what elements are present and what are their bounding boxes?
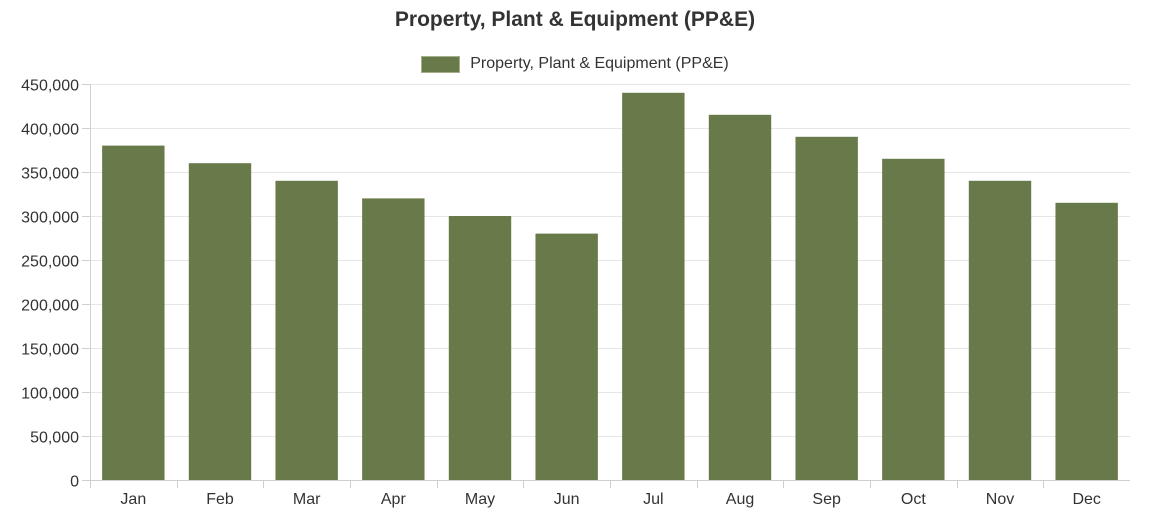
x-tick-label: Aug (726, 491, 754, 508)
x-tick-label: Jul (643, 491, 663, 508)
legend-label: Property, Plant & Equipment (PP&E) (470, 55, 729, 72)
y-tick-label: 400,000 (21, 122, 79, 139)
x-tick-label: Sep (812, 491, 841, 508)
bars (102, 92, 1118, 481)
grid-lines (90, 84, 1130, 437)
bar-sep[interactable] (795, 136, 858, 481)
legend-swatch (421, 55, 461, 73)
x-tick-label: Dec (1072, 491, 1100, 508)
x-tick-label: Jun (554, 491, 580, 508)
bar-nov[interactable] (968, 180, 1032, 481)
y-tick-label: 150,000 (21, 342, 79, 359)
bar-jul[interactable] (622, 92, 685, 481)
legend-item[interactable]: Property, Plant & Equipment (PP&E) (421, 55, 729, 73)
bar-jun[interactable] (535, 233, 598, 480)
x-tick-label: Mar (293, 491, 321, 508)
y-tick-label: 450,000 (21, 78, 79, 95)
bar-apr[interactable] (362, 198, 425, 480)
x-tick-label: Nov (986, 491, 1014, 508)
y-tick-label: 200,000 (21, 298, 79, 315)
x-tick-label: Jan (120, 491, 146, 508)
x-tick-label: Apr (381, 491, 407, 508)
bar-oct[interactable] (882, 158, 945, 481)
x-tick-label: Oct (901, 491, 926, 508)
bar-dec[interactable] (1055, 202, 1118, 481)
y-tick-label: 100,000 (21, 386, 79, 403)
x-tick-label: May (465, 491, 495, 508)
y-tick-label: 300,000 (21, 210, 79, 227)
chart-title: Property, Plant & Equipment (PP&E) (394, 8, 756, 31)
legend: Property, Plant & Equipment (PP&E) (0, 52, 1150, 76)
y-tick-label: 350,000 (21, 166, 79, 183)
bar-mar[interactable] (275, 180, 338, 481)
y-tick-label: 250,000 (21, 254, 79, 271)
bar-aug[interactable] (708, 114, 772, 481)
bar-feb[interactable] (188, 163, 252, 480)
y-tick-labels: 0 50,000 100,000 150,000 200,000 250,000 300,0… (21, 78, 79, 491)
y-tick-label: 0 (70, 474, 79, 491)
bar-jan[interactable] (102, 145, 165, 480)
bar-may[interactable] (448, 216, 512, 480)
x-tick-labels: Jan Feb Mar Apr May Jun Jul Aug Sep Oct Nov Dec (120, 491, 1100, 508)
axes (82, 84, 1130, 488)
x-tick-label: Feb (206, 491, 234, 508)
y-tick-label: 50,000 (30, 430, 79, 447)
